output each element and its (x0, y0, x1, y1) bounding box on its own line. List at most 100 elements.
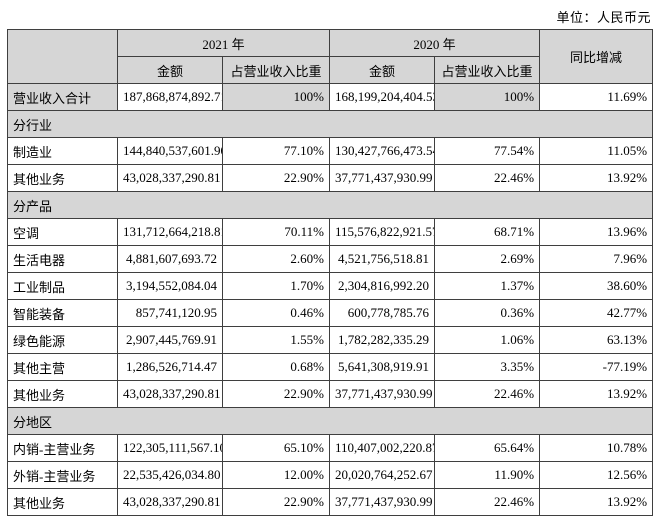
amount-2021: 4,881,607,693.72 (117, 245, 223, 273)
pct-2020: 11.90% (434, 461, 541, 489)
header-amount-2021: 金额 (117, 56, 223, 84)
row-label: 其他业务 (7, 164, 118, 192)
header-2021: 2021 年 (116, 29, 331, 57)
pct-2020: 1.06% (434, 326, 541, 354)
header-proportion-2020: 占营业收入比重 (434, 56, 541, 84)
row-label: 其他主营 (7, 353, 118, 381)
pct-2020: 68.71% (434, 218, 541, 246)
yoy-value: 13.92% (539, 488, 654, 516)
section-label: 分产品 (6, 191, 654, 219)
amount-2021: 1,286,526,714.47 (117, 353, 223, 381)
amount-2020: 600,778,785.76 (329, 299, 436, 327)
pct-2020: 2.69% (434, 245, 541, 273)
yoy-value: 10.78% (539, 434, 654, 462)
pct-2021: 22.90% (221, 488, 331, 516)
amount-2020: 4,521,756,518.81 (329, 245, 436, 273)
header-proportion-2021: 占营业收入比重 (221, 56, 331, 84)
yoy-value: 11.05% (539, 137, 654, 165)
table-row: 工业制品 3,194,552,084.04 1.70% 2,304,816,992.2… (7, 272, 654, 300)
amount-2021: 43,028,337,290.81 (117, 164, 223, 192)
yoy-value: 7.96% (539, 245, 654, 273)
pct-2020: 22.46% (434, 380, 541, 408)
yoy-value: 63.13% (539, 326, 654, 354)
table-row: 其他主营 1,286,526,714.47 0.68% 5,641,308,919.9… (7, 353, 654, 381)
row-label: 营业收入合计 (7, 83, 118, 111)
pct-2020: 3.35% (434, 353, 541, 381)
unit-label: 单位：人民币元 (556, 10, 651, 25)
table-header: 2021 年 2020 年 同比增减 金额 占营业收入比重 金额 占营业收入比重 (7, 29, 654, 84)
pct-2020: 65.64% (434, 434, 541, 462)
pct-2020: 77.54% (434, 137, 541, 165)
amount-2020: 20,020,764,252.67 (329, 461, 436, 489)
yoy-value: 13.92% (539, 380, 654, 408)
header-2020: 2020 年 (329, 29, 541, 57)
header-row-years: 2021 年 2020 年 同比增减 (7, 29, 654, 84)
section-label: 分行业 (6, 110, 654, 138)
row-label: 智能装备 (7, 299, 118, 327)
amount-2020: 37,771,437,930.99 (329, 488, 436, 516)
pct-2021: 70.11% (221, 218, 331, 246)
amount-2020: 2,304,816,992.20 (329, 272, 436, 300)
row-label: 其他业务 (7, 488, 118, 516)
pct-2021: 1.55% (221, 326, 331, 354)
yoy-value: 42.77% (539, 299, 654, 327)
section-label: 分地区 (6, 407, 654, 435)
amount-2020: 5,641,308,919.91 (329, 353, 436, 381)
pct-2020: 100% (434, 83, 541, 111)
row-label: 生活电器 (7, 245, 118, 273)
table-row: 智能装备 857,741,120.95 0.46% 600,778,785.76 0.3… (7, 299, 654, 327)
table-row: 其他业务 43,028,337,290.81 22.90% 37,771,437,93… (7, 488, 654, 516)
pct-2021: 22.90% (221, 164, 331, 192)
pct-2021: 100% (221, 83, 331, 111)
row-label: 绿色能源 (7, 326, 118, 354)
amount-2021: 43,028,337,290.81 (117, 488, 223, 516)
pct-2021: 2.60% (221, 245, 331, 273)
table-row: 生活电器 4,881,607,693.72 2.60% 4,521,756,518.8… (7, 245, 654, 273)
amount-2021: 187,868,874,892.71 (117, 83, 223, 111)
row-label: 工业制品 (7, 272, 118, 300)
amount-2020: 1,782,282,335.29 (329, 326, 436, 354)
yoy-value: 11.69% (539, 83, 654, 111)
amount-2021: 43,028,337,290.81 (117, 380, 223, 408)
pct-2021: 22.90% (221, 380, 331, 408)
table-row: 绿色能源 2,907,445,769.91 1.55% 1,782,282,335.2… (7, 326, 654, 354)
section-row: 分行业 (6, 110, 654, 138)
pct-2020: 0.36% (434, 299, 541, 327)
pct-2020: 1.37% (434, 272, 541, 300)
header-yoy: 同比增减 (539, 29, 654, 84)
table-row: 营业收入合计 187,868,874,892.71 100% 168,199,204,… (7, 83, 654, 111)
amount-2020: 110,407,002,220.87 (329, 434, 436, 462)
pct-2021: 65.10% (221, 434, 331, 462)
amount-2021: 2,907,445,769.91 (117, 326, 223, 354)
pct-2021: 0.46% (221, 299, 331, 327)
pct-2021: 12.00% (221, 461, 331, 489)
pct-2020: 22.46% (434, 164, 541, 192)
amount-2021: 144,840,537,601.90 (117, 137, 223, 165)
row-label: 内销-主营业务 (7, 434, 118, 462)
amount-2021: 122,305,111,567.10 (117, 434, 223, 462)
row-label: 外销-主营业务 (7, 461, 118, 489)
pct-2021: 77.10% (221, 137, 331, 165)
table-row: 制造业 144,840,537,601.90 77.10% 130,427,766,4… (7, 137, 654, 165)
amount-2020: 168,199,204,404.53 (329, 83, 436, 111)
amount-2021: 22,535,426,034.80 (117, 461, 223, 489)
yoy-value: 38.60% (539, 272, 654, 300)
amount-2021: 3,194,552,084.04 (117, 272, 223, 300)
pct-2021: 0.68% (221, 353, 331, 381)
header-row-measures: 金额 占营业收入比重 金额 占营业收入比重 (8, 56, 653, 84)
yoy-value: -77.19% (539, 353, 654, 381)
table-row: 其他业务 43,028,337,290.81 22.90% 37,771,437,93… (7, 380, 654, 408)
amount-2020: 37,771,437,930.99 (329, 380, 436, 408)
amount-2020: 130,427,766,473.54 (329, 137, 436, 165)
yoy-value: 13.92% (539, 164, 654, 192)
yoy-value: 12.56% (539, 461, 654, 489)
section-row: 分地区 (6, 407, 654, 435)
amount-2021: 857,741,120.95 (117, 299, 223, 327)
row-label: 其他业务 (7, 380, 118, 408)
header-amount-2020: 金额 (329, 56, 436, 84)
amount-2021: 131,712,664,218.81 (117, 218, 223, 246)
pct-2021: 1.70% (221, 272, 331, 300)
table-row: 其他业务 43,028,337,290.81 22.90% 37,771,437,93… (7, 164, 654, 192)
table-row: 外销-主营业务 22,535,426,034.80 12.00% 20,020,764… (7, 461, 654, 489)
